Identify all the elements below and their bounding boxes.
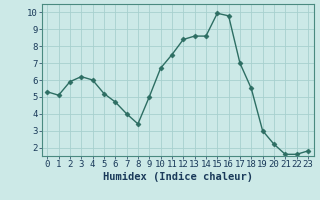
X-axis label: Humidex (Indice chaleur): Humidex (Indice chaleur) bbox=[103, 172, 252, 182]
